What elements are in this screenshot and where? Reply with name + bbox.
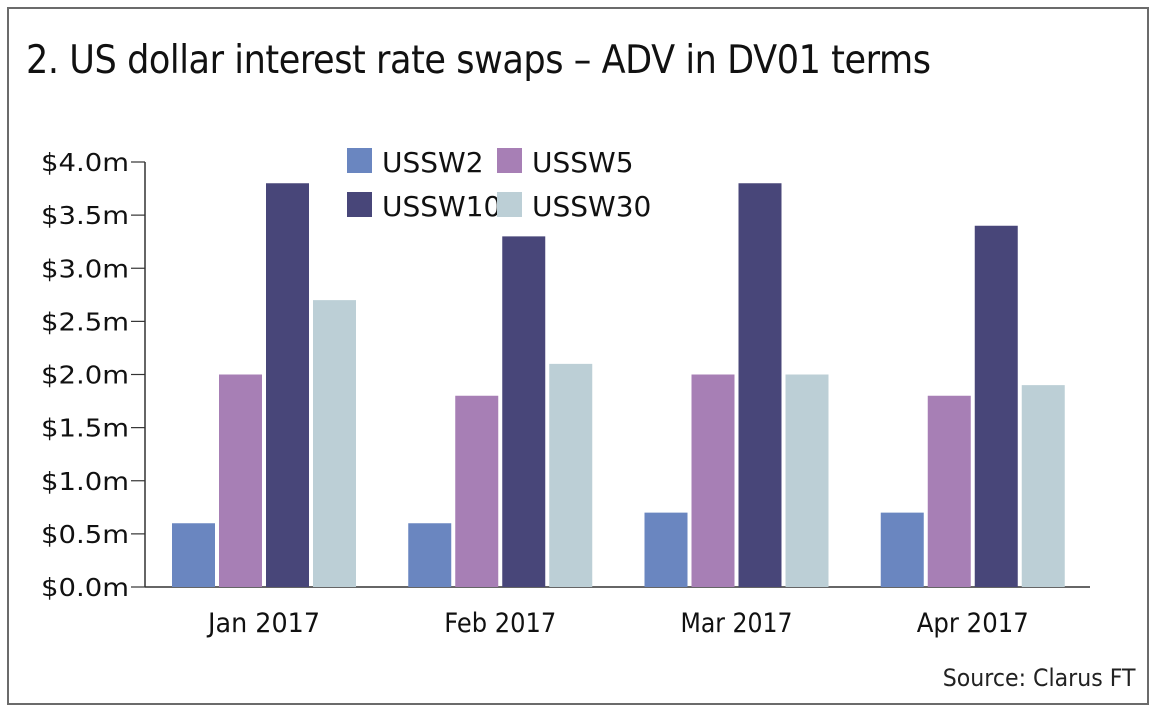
legend-swatch-ussw10 bbox=[347, 192, 372, 217]
bar-ussw5-apr-2017 bbox=[927, 395, 971, 587]
bar-ussw5-mar-2017 bbox=[691, 374, 735, 587]
bar-ussw5-jan-2017 bbox=[219, 374, 262, 587]
bar-ussw10-mar-2017 bbox=[738, 183, 782, 587]
bar-ussw2-feb-2017 bbox=[408, 523, 452, 587]
y-tick-label: $3.5m bbox=[41, 201, 129, 230]
y-tick-label: $2.0m bbox=[41, 361, 129, 390]
bar-ussw2-apr-2017 bbox=[880, 512, 924, 587]
bar-ussw2-jan-2017 bbox=[172, 523, 215, 587]
y-tick-label: $1.5m bbox=[41, 414, 129, 443]
chart-title: 2. US dollar interest rate swaps – ADV i… bbox=[26, 38, 931, 83]
y-tick-label: $1.0m bbox=[41, 467, 129, 496]
legend-swatch-ussw2 bbox=[347, 148, 372, 173]
y-tick-label: $4.0m bbox=[41, 148, 129, 177]
y-tick-label: $0.5m bbox=[41, 520, 129, 549]
bar-ussw5-feb-2017 bbox=[455, 395, 499, 587]
bar-ussw30-jan-2017 bbox=[313, 300, 356, 587]
chart-frame bbox=[7, 7, 1149, 705]
source-note: Source: Clarus FT bbox=[943, 664, 1136, 692]
bar-ussw10-jan-2017 bbox=[266, 183, 309, 587]
y-tick-label: $0.0m bbox=[41, 573, 129, 602]
legend-label-ussw10: USSW10 bbox=[382, 190, 501, 223]
y-tick-label: $3.0m bbox=[41, 254, 129, 283]
bar-ussw10-feb-2017 bbox=[502, 236, 546, 587]
x-tick-label: Jan 2017 bbox=[206, 608, 320, 639]
bar-ussw10-apr-2017 bbox=[974, 225, 1018, 587]
legend-label-ussw2: USSW2 bbox=[382, 146, 484, 179]
x-tick-label: Mar 2017 bbox=[681, 608, 793, 639]
bar-ussw30-apr-2017 bbox=[1021, 385, 1065, 587]
legend-swatch-ussw30 bbox=[497, 192, 522, 217]
legend-label-ussw5: USSW5 bbox=[532, 146, 634, 179]
x-tick-label: Apr 2017 bbox=[917, 608, 1029, 639]
legend-swatch-ussw5 bbox=[497, 148, 522, 173]
legend-label-ussw30: USSW30 bbox=[532, 190, 651, 223]
x-tick-label: Feb 2017 bbox=[444, 608, 556, 639]
bar-ussw30-feb-2017 bbox=[549, 363, 593, 587]
bar-ussw30-mar-2017 bbox=[785, 374, 829, 587]
y-tick-label: $2.5m bbox=[41, 307, 129, 336]
bar-ussw2-mar-2017 bbox=[644, 512, 688, 587]
